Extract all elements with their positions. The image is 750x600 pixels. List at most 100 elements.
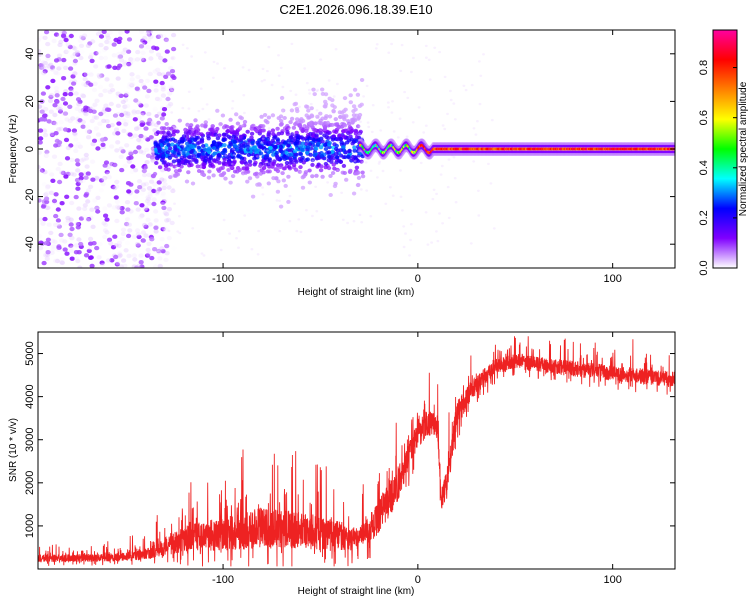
spectrogram-cell bbox=[106, 123, 112, 129]
spectrogram-cell bbox=[151, 201, 157, 207]
spectrogram-cell bbox=[75, 181, 81, 187]
spectrogram-cell bbox=[167, 84, 173, 90]
spectrogram-cell bbox=[278, 122, 284, 127]
spectrogram-cell bbox=[195, 164, 200, 169]
spectrogram-cell bbox=[275, 156, 281, 161]
spectrogram-cell bbox=[146, 37, 152, 42]
spectrogram-cell bbox=[438, 212, 441, 215]
snr-xtick-label: 0 bbox=[415, 574, 421, 586]
spectrogram-cell bbox=[228, 232, 232, 235]
spectrogram-cell bbox=[94, 175, 100, 181]
spectrogram-cell bbox=[117, 251, 123, 256]
spectrogram-cell bbox=[141, 238, 147, 244]
spectrogram-cell bbox=[347, 149, 352, 154]
spectrogram-cell bbox=[305, 150, 310, 155]
spectrogram-cell bbox=[102, 175, 108, 181]
spectrogram-cell bbox=[115, 205, 121, 211]
spectrogram-cell bbox=[323, 92, 329, 97]
spectrogram-cell bbox=[138, 215, 144, 220]
spectrogram-cell bbox=[162, 210, 168, 216]
spectrogram-cell bbox=[102, 88, 108, 94]
spectrogram-cell bbox=[43, 192, 49, 197]
spectrogram-cell bbox=[72, 46, 78, 51]
spectrogram-cell bbox=[68, 143, 74, 148]
spectrogram-cell bbox=[69, 200, 75, 206]
spectrogram-cell bbox=[143, 45, 149, 50]
spectrogram-cell bbox=[141, 172, 148, 178]
spectrogram-cell bbox=[422, 131, 426, 134]
spectrogram-cell bbox=[69, 256, 75, 261]
spectrogram-cell bbox=[142, 135, 148, 140]
spectrogram-cell bbox=[213, 132, 218, 137]
spectrogram-cell bbox=[469, 242, 473, 245]
spectrogram-cell bbox=[241, 66, 245, 69]
spectrogram-cell bbox=[186, 147, 191, 152]
spectrogram-cell bbox=[169, 126, 174, 131]
spectrogram-cell bbox=[171, 159, 177, 164]
spectrogram-cell bbox=[38, 128, 44, 133]
spectrogram-cell bbox=[102, 234, 108, 240]
spectrogram-cell bbox=[115, 76, 121, 81]
spectrogram-cell bbox=[404, 232, 407, 235]
spectrogram-cell bbox=[222, 218, 226, 222]
spectrogram-cell bbox=[355, 92, 361, 97]
spectrogram-cell bbox=[334, 48, 338, 51]
spectrogram-ylabel: Frequency (Hz) bbox=[8, 115, 19, 184]
spectrogram-cell bbox=[45, 41, 51, 47]
spectrogram-cell bbox=[42, 60, 48, 66]
spectrogram-cell bbox=[184, 179, 190, 184]
colorbar: 0.0 0.2 0.4 0.6 0.8 Normalized spectral ampl… bbox=[698, 29, 749, 276]
spectrogram-cell bbox=[298, 152, 304, 157]
spectrogram-cell bbox=[95, 146, 101, 151]
spectrogram-cell bbox=[74, 106, 80, 112]
spectrogram-cell bbox=[117, 54, 124, 59]
spectrogram-cell bbox=[83, 82, 89, 88]
spectrogram-cell bbox=[349, 129, 355, 133]
spectrogram-cell bbox=[50, 247, 56, 252]
spectrogram-cell bbox=[222, 143, 227, 148]
spectrogram-cell bbox=[103, 213, 109, 218]
spectrogram-cell bbox=[381, 169, 385, 173]
spectrogram-cell bbox=[157, 149, 162, 154]
spectrogram-cell bbox=[126, 49, 132, 54]
spectrogram-cell bbox=[126, 212, 132, 217]
spectrogram-cell bbox=[294, 130, 299, 135]
spectrogram-cell bbox=[319, 58, 323, 61]
spectrogram-cell bbox=[201, 151, 206, 156]
spectrogram-cell bbox=[131, 234, 138, 240]
spectrogram-cell bbox=[361, 161, 364, 164]
spectrogram-cell bbox=[67, 118, 73, 124]
spectrogram-cell bbox=[207, 118, 211, 121]
spectrogram-cell bbox=[164, 218, 170, 223]
spectrogram-cell bbox=[38, 49, 42, 54]
spectrogram-cell bbox=[115, 204, 121, 209]
snr-series-line bbox=[38, 336, 675, 567]
spectrogram-cell bbox=[243, 111, 246, 115]
spectrogram-cell bbox=[59, 63, 65, 69]
spectrogram-cell bbox=[362, 95, 365, 98]
spectrogram-cell bbox=[333, 122, 338, 127]
spectrogram-cell bbox=[181, 134, 187, 139]
spectrogram-cell bbox=[112, 65, 118, 71]
spectrogram-cell bbox=[200, 123, 205, 128]
spectrogram-cell bbox=[156, 187, 162, 192]
spectrogram-cell bbox=[387, 51, 391, 54]
spectrogram-cell bbox=[39, 117, 45, 122]
spectrogram-cell bbox=[136, 234, 142, 240]
spectrogram-cell bbox=[142, 85, 148, 90]
spectrogram-cell bbox=[315, 114, 320, 119]
spectrogram-cell bbox=[206, 136, 211, 141]
spectrogram-cell bbox=[344, 177, 349, 182]
spectrogram-cell bbox=[212, 60, 216, 64]
spectrogram-cell bbox=[141, 57, 147, 63]
snr-ylabel: SNR (10 * v/v) bbox=[8, 418, 19, 482]
spectrogram-cell bbox=[153, 88, 159, 93]
spectrogram-cell bbox=[215, 136, 221, 141]
spectrogram-cell bbox=[94, 245, 100, 251]
spectrogram-cell bbox=[41, 128, 48, 133]
spectrogram-cell bbox=[133, 201, 139, 206]
spectrogram-cell bbox=[130, 57, 137, 63]
spectrogram-cell bbox=[337, 158, 342, 163]
spectrogram-cell bbox=[87, 41, 93, 46]
spectrogram-cell bbox=[54, 202, 61, 207]
